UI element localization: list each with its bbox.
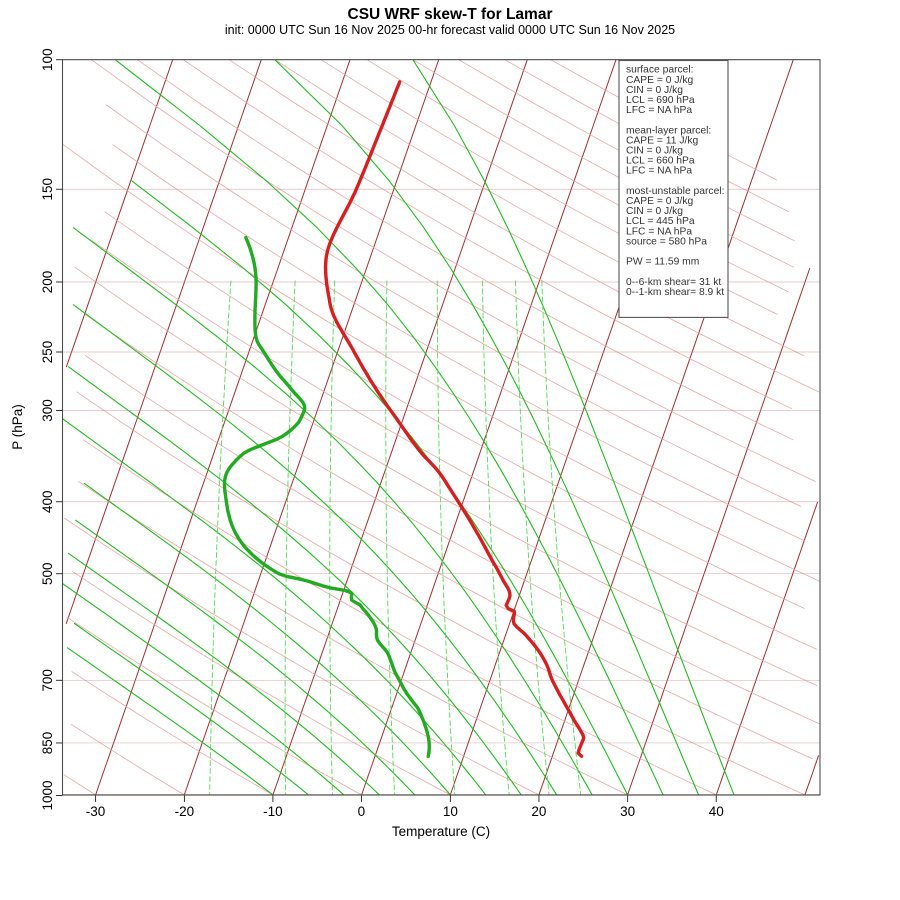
- svg-text:250: 250: [40, 341, 55, 364]
- svg-text:850: 850: [40, 732, 55, 755]
- svg-text:PW = 11.59 mm: PW = 11.59 mm: [626, 257, 699, 268]
- svg-text:400: 400: [40, 490, 55, 513]
- svg-text:300: 300: [40, 399, 55, 422]
- svg-text:1000: 1000: [40, 780, 55, 810]
- svg-text:200: 200: [40, 271, 55, 294]
- svg-text:init: 0000 UTC Sun 16 Nov 2025: init: 0000 UTC Sun 16 Nov 2025 00-hr for…: [225, 23, 675, 37]
- svg-text:-20: -20: [175, 804, 195, 819]
- svg-text:LFC = NA hPa: LFC = NA hPa: [626, 166, 692, 177]
- svg-text:500: 500: [40, 562, 55, 585]
- svg-text:LFC = NA hPa: LFC = NA hPa: [626, 105, 692, 116]
- svg-text:-10: -10: [263, 804, 283, 819]
- svg-text:150: 150: [40, 178, 55, 201]
- svg-text:P (hPa): P (hPa): [10, 404, 25, 450]
- svg-text:30: 30: [620, 804, 635, 819]
- svg-text:40: 40: [709, 804, 724, 819]
- svg-text:20: 20: [531, 804, 546, 819]
- svg-text:0--1-km shear= 8.9 kt: 0--1-km shear= 8.9 kt: [626, 287, 724, 298]
- svg-text:source = 580 hPa: source = 580 hPa: [626, 236, 707, 247]
- svg-text:CSU WRF skew-T for Lamar: CSU WRF skew-T for Lamar: [348, 6, 553, 23]
- svg-text:10: 10: [443, 804, 458, 819]
- svg-text:Temperature (C): Temperature (C): [392, 824, 490, 839]
- svg-text:100: 100: [40, 48, 55, 71]
- svg-text:0: 0: [358, 804, 366, 819]
- svg-text:700: 700: [40, 669, 55, 692]
- svg-text:-30: -30: [86, 804, 106, 819]
